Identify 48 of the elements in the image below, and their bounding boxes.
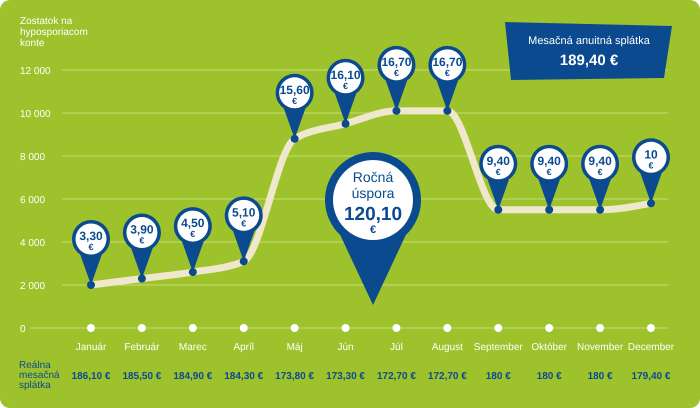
x-tick-label: Jún [337, 342, 354, 353]
text: 180 € [536, 371, 562, 382]
y-tick-label: 10 000 [20, 109, 52, 120]
x-tick-label: November [577, 342, 624, 353]
text: 179,40 € [632, 371, 671, 382]
chart-subtitle: 189,40 € [560, 52, 619, 69]
annotation: 9,40 € [538, 154, 562, 177]
annotation: 9,40 € [588, 154, 612, 177]
x-tick-label: December [628, 342, 675, 353]
text: 180 € [486, 371, 512, 382]
text: 185,50 € [122, 371, 162, 382]
x-tick-label: September [474, 342, 524, 353]
text: 186,10 € [72, 371, 111, 382]
text: 180 € [588, 371, 614, 382]
annotation: 5,10 € [232, 205, 256, 228]
x-tick-label: August [432, 342, 464, 353]
annotation: 16,70 € [432, 54, 463, 78]
text: 173,80 € [275, 371, 315, 382]
x-tick-label: Február [124, 342, 160, 353]
y-tick-label: 6 000 [20, 195, 46, 206]
x-tick-label: Marec [178, 342, 207, 353]
annotation: 3,90 € [130, 222, 154, 246]
annotation: 16,70 € [381, 54, 412, 78]
text: Reálna mesačná splátka [19, 360, 60, 391]
annotation: 16,10 € [330, 68, 361, 91]
y-tick-label: 12 000 [20, 66, 52, 77]
y-tick-label: 8 000 [20, 152, 46, 163]
x-tick-label: Júl [390, 342, 403, 353]
y-tick-label: 4 000 [20, 238, 46, 249]
x-tick-label: Apríl [233, 342, 254, 353]
chart-title: Mesačná anuitná splátka [528, 35, 651, 47]
annotation: 3,30 € [79, 229, 103, 252]
text: 172,70 € [376, 371, 416, 382]
annotation: Ročná úspora 120,10 € [344, 169, 402, 236]
x-tick-label: Január [76, 342, 107, 353]
annotation: 4,50 € [181, 216, 205, 240]
y-axis-title: Zostatok na hyposporiacom konte [20, 16, 88, 49]
annotation: 15,60 € [280, 82, 310, 106]
annotation: 10 € [644, 147, 658, 170]
annotation: 9,40 € [486, 154, 510, 177]
text: 184,90 € [173, 371, 213, 382]
text: 173,30 € [326, 371, 366, 382]
text: 172,70 € [428, 371, 468, 382]
text: 184,30 € [224, 371, 264, 382]
x-tick-label: Október [531, 342, 568, 353]
y-tick-label: 2 000 [20, 281, 46, 292]
x-tick-label: Máj [286, 342, 303, 353]
y-tick-label: 0 [20, 324, 26, 335]
